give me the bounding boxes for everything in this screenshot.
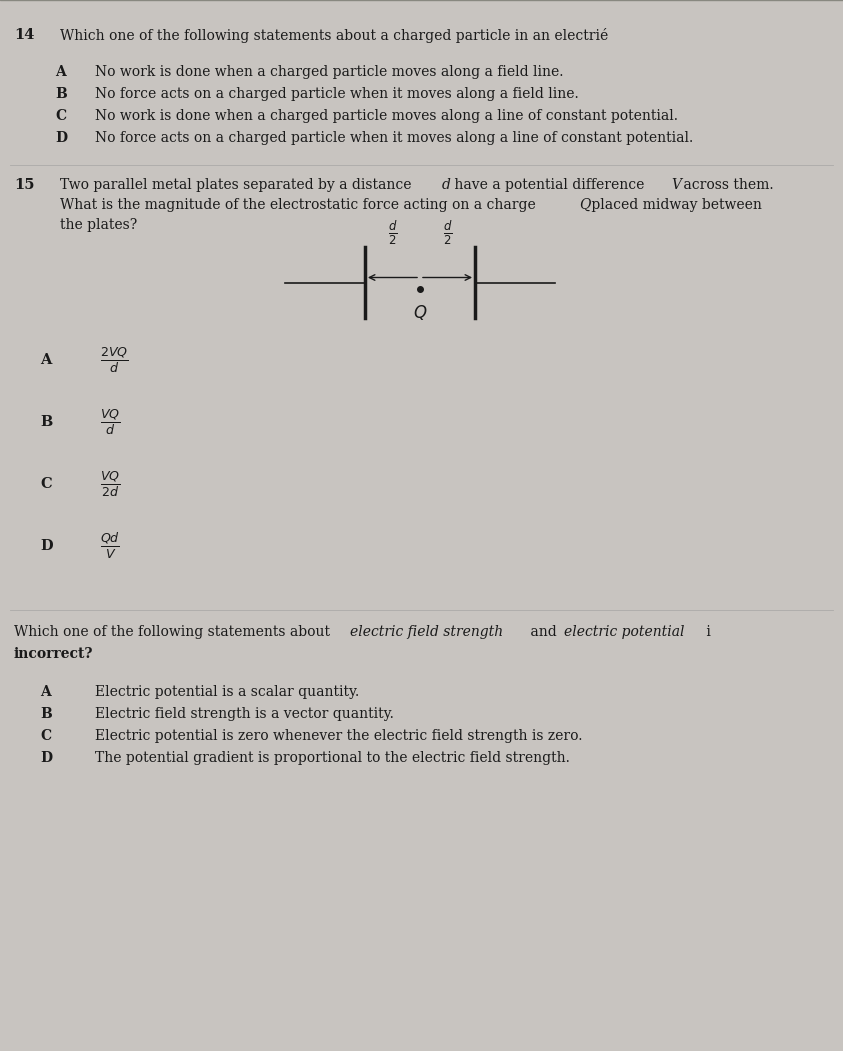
Text: i: i <box>701 625 711 639</box>
Text: 14: 14 <box>14 28 35 42</box>
Text: No work is done when a charged particle moves along a line of constant potential: No work is done when a charged particle … <box>95 109 678 123</box>
Text: V: V <box>671 178 681 192</box>
Text: No force acts on a charged particle when it moves along a field line.: No force acts on a charged particle when… <box>95 87 579 101</box>
Text: B: B <box>55 87 67 101</box>
Text: Q: Q <box>579 198 591 212</box>
Text: Which one of the following statements about: Which one of the following statements ab… <box>14 625 335 639</box>
Text: d: d <box>442 178 451 192</box>
Text: electric potential: electric potential <box>564 625 685 639</box>
Text: $\frac{d}{2}$: $\frac{d}{2}$ <box>443 219 452 247</box>
Text: A: A <box>40 685 51 699</box>
Text: have a potential difference: have a potential difference <box>449 178 648 192</box>
Text: C: C <box>40 477 51 491</box>
Text: incorrect?: incorrect? <box>14 647 94 661</box>
Text: A: A <box>40 353 51 367</box>
Text: $Q$: $Q$ <box>413 303 427 322</box>
Text: Which one of the following statements about a charged particle in an electrié: Which one of the following statements ab… <box>60 28 609 43</box>
Text: A: A <box>55 65 66 79</box>
Text: $\frac{\mathit{VQ}}{\mathit{2d}}$: $\frac{\mathit{VQ}}{\mathit{2d}}$ <box>100 469 121 499</box>
Text: Electric field strength is a vector quantity.: Electric field strength is a vector quan… <box>95 707 394 721</box>
Text: Electric potential is zero whenever the electric field strength is zero.: Electric potential is zero whenever the … <box>95 729 583 743</box>
Text: and: and <box>526 625 561 639</box>
Text: across them.: across them. <box>679 178 773 192</box>
Text: B: B <box>40 707 51 721</box>
Text: $\frac{\mathit{VQ}}{\mathit{d}}$: $\frac{\mathit{VQ}}{\mathit{d}}$ <box>100 407 121 437</box>
Text: the plates?: the plates? <box>60 218 137 232</box>
Text: C: C <box>40 729 51 743</box>
Text: B: B <box>40 415 52 429</box>
Text: Two parallel metal plates separated by a distance: Two parallel metal plates separated by a… <box>60 178 416 192</box>
Text: D: D <box>40 539 52 553</box>
Text: What is the magnitude of the electrostatic force acting on a charge: What is the magnitude of the electrostat… <box>60 198 540 212</box>
Text: $\frac{\mathit{2VQ}}{\mathit{d}}$: $\frac{\mathit{2VQ}}{\mathit{d}}$ <box>100 345 128 375</box>
Text: D: D <box>40 751 52 765</box>
Text: No work is done when a charged particle moves along a field line.: No work is done when a charged particle … <box>95 65 563 79</box>
Text: D: D <box>55 131 67 145</box>
Text: $\frac{d}{2}$: $\frac{d}{2}$ <box>388 219 397 247</box>
Text: electric field strength: electric field strength <box>350 625 503 639</box>
Text: 15: 15 <box>14 178 35 192</box>
Text: No force acts on a charged particle when it moves along a line of constant poten: No force acts on a charged particle when… <box>95 131 693 145</box>
Text: $\frac{\mathit{Qd}}{\mathit{V}}$: $\frac{\mathit{Qd}}{\mathit{V}}$ <box>100 531 120 561</box>
Text: placed midway between: placed midway between <box>587 198 762 212</box>
Text: Electric potential is a scalar quantity.: Electric potential is a scalar quantity. <box>95 685 359 699</box>
Text: C: C <box>55 109 66 123</box>
Text: The potential gradient is proportional to the electric field strength.: The potential gradient is proportional t… <box>95 751 570 765</box>
